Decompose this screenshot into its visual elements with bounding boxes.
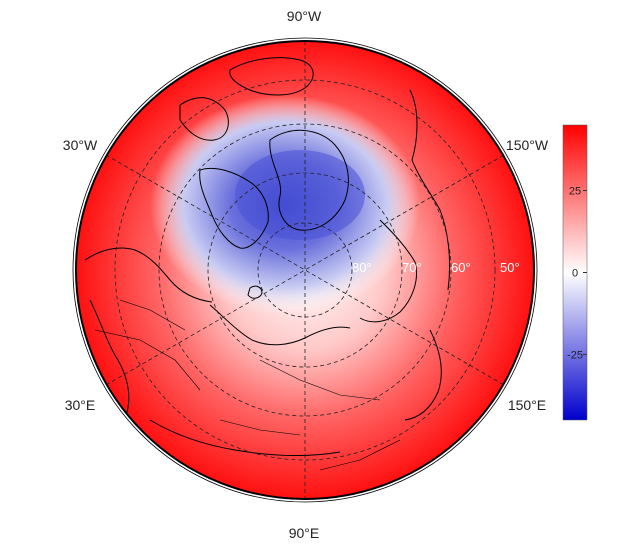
lat-label-50: 50° bbox=[500, 260, 520, 275]
kamchatka-coast bbox=[404, 329, 442, 421]
scandinavia-coast bbox=[84, 247, 213, 303]
graticule bbox=[105, 41, 505, 499]
colorbar-tick-label: -25 bbox=[567, 349, 583, 361]
colorbar: 25 0 -25 bbox=[562, 124, 588, 421]
lat-label-80: 80° bbox=[352, 260, 372, 275]
globe-outer-ring bbox=[72, 37, 538, 503]
svalbard-coast bbox=[247, 285, 263, 299]
lon-label-lower-left: 30°E bbox=[65, 397, 96, 413]
field-layer: 80° 70° 60° 50° bbox=[76, 41, 534, 499]
lat-circle-60 bbox=[158, 123, 452, 417]
greenland-coast bbox=[199, 167, 269, 249]
borders bbox=[94, 299, 401, 471]
coastlines bbox=[84, 57, 451, 457]
siberia-north-coast bbox=[359, 219, 417, 323]
lat-label-60: 60° bbox=[451, 260, 471, 275]
siberia-east-coast bbox=[409, 89, 451, 291]
lon-label-top: 90°W bbox=[287, 8, 322, 24]
north-america-north-coast bbox=[229, 57, 314, 96]
arctic-archipelago-coast bbox=[269, 129, 349, 231]
lat-label-70: 70° bbox=[402, 260, 422, 275]
colorbar-tick-label: 0 bbox=[572, 268, 578, 280]
lon-label-lower-right: 150°E bbox=[508, 397, 546, 413]
canada-coast bbox=[179, 97, 229, 141]
lon-label-upper-left: 30°W bbox=[63, 137, 98, 153]
lon-label-upper-right: 150°W bbox=[506, 137, 549, 153]
central-asia-outline bbox=[149, 419, 341, 457]
lat-circle-70 bbox=[207, 172, 403, 368]
globe-outline bbox=[75, 40, 535, 500]
europe-west-coast bbox=[89, 299, 130, 416]
colorbar-tick-label: 25 bbox=[569, 186, 581, 198]
colorbar-ticks: 25 0 -25 bbox=[567, 186, 587, 361]
eurasia-arctic-coast bbox=[209, 304, 351, 346]
lon-label-bottom: 90°E bbox=[289, 525, 320, 541]
lat-circle-50 bbox=[114, 79, 496, 461]
